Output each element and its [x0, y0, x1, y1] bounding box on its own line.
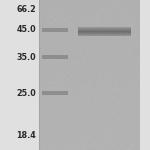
Bar — [42, 91, 68, 95]
Bar — [78, 27, 130, 36]
Bar — [42, 28, 68, 32]
Text: 35.0: 35.0 — [16, 52, 36, 62]
Bar — [140, 0, 150, 150]
Text: 25.0: 25.0 — [16, 88, 36, 98]
Text: 45.0: 45.0 — [16, 26, 36, 34]
Bar — [42, 55, 68, 59]
Text: 18.4: 18.4 — [16, 130, 36, 140]
Text: 66.2: 66.2 — [16, 4, 36, 14]
Bar — [0, 0, 39, 150]
